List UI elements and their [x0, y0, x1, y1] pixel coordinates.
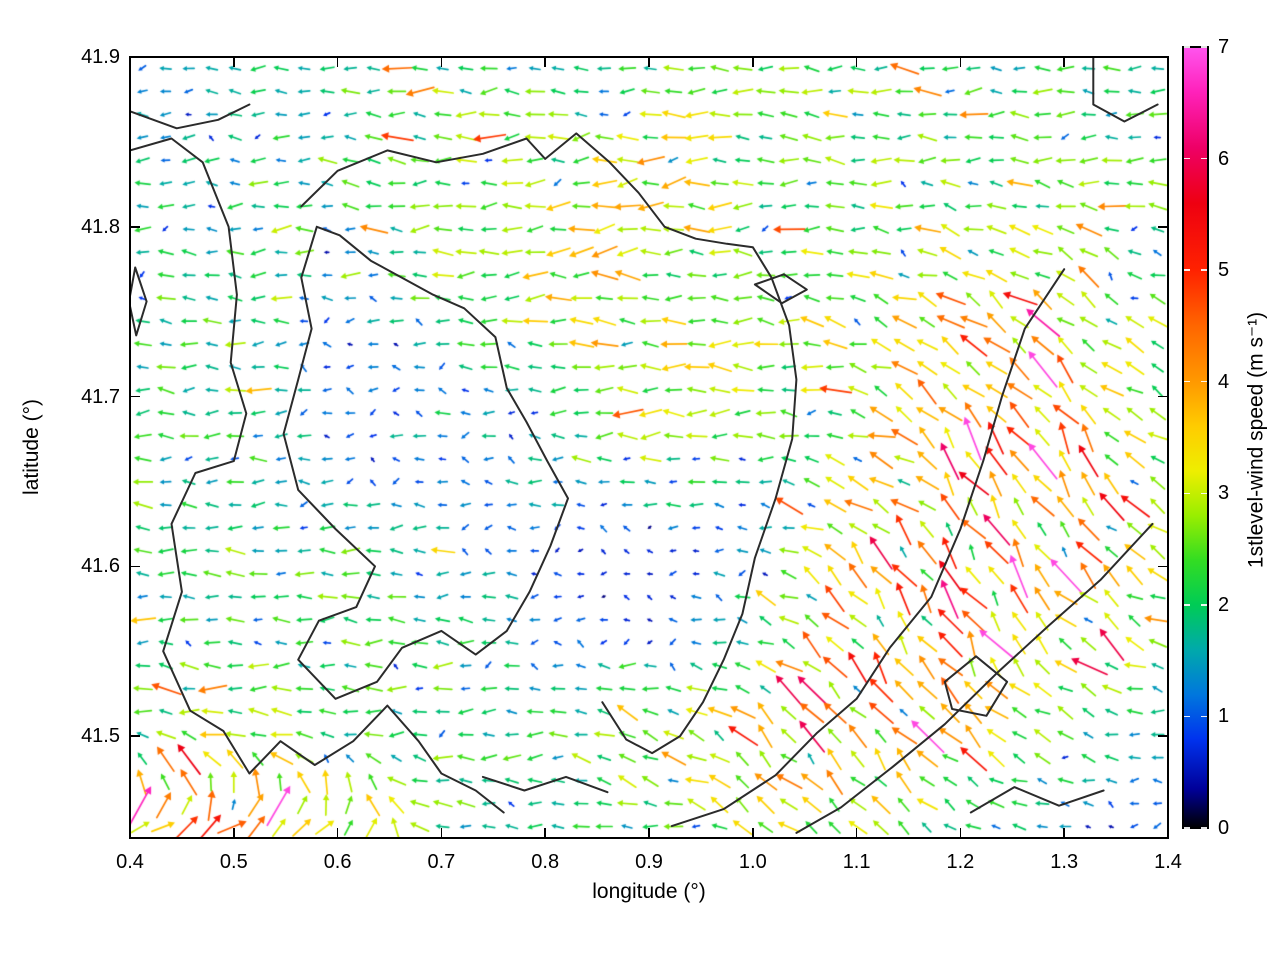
y-tick: [131, 395, 140, 398]
x-tick-mirror: [959, 58, 962, 67]
cb-tick: [1184, 715, 1190, 718]
x-tick-label: 0.5: [219, 851, 248, 873]
colorbar-tick-label: 0: [1218, 817, 1230, 839]
colorbar-tick-label: 1: [1218, 705, 1230, 728]
cb-tick: [1184, 157, 1190, 160]
x-tick-label: 0.6: [323, 851, 352, 873]
x-tick-mirror: [648, 58, 650, 67]
x-tick-mirror: [129, 58, 131, 67]
cb-tick: [1201, 604, 1207, 606]
x-tick: [855, 828, 858, 837]
cb-tick: [1184, 604, 1190, 606]
x-tick-label: 0.4: [116, 851, 144, 873]
y-tick-label: 41.5: [81, 725, 120, 748]
x-tick-mirror: [233, 58, 235, 67]
y-tick-mirror: [1158, 226, 1167, 228]
cb-tick: [1201, 46, 1207, 48]
colorbar-tick-label: 4: [1218, 370, 1230, 393]
cb-tick: [1184, 827, 1190, 829]
x-tick-mirror: [1063, 58, 1065, 67]
x-tick: [544, 828, 546, 837]
y-tick: [131, 565, 140, 568]
x-tick: [1167, 828, 1169, 837]
cb-tick: [1201, 827, 1207, 829]
y-tick: [131, 56, 140, 58]
cb-tick: [1184, 380, 1190, 383]
colorbar-tick-label: 3: [1218, 482, 1230, 505]
y-tick-label: 41.8: [81, 215, 120, 238]
y-tick-mirror: [1158, 565, 1167, 568]
y-tick: [131, 735, 140, 737]
quiver-field-canvas: [130, 57, 1168, 838]
x-tick-label: 0.7: [427, 851, 456, 873]
y-tick-label: 41.9: [81, 46, 120, 68]
x-tick-mirror: [752, 58, 754, 67]
x-tick-label: 0.9: [635, 851, 663, 873]
y-tick: [131, 226, 140, 228]
x-tick-mirror: [440, 58, 443, 67]
y-tick-mirror: [1158, 395, 1167, 398]
y-tick-label: 41.7: [81, 385, 120, 408]
x-tick: [129, 828, 131, 837]
colorbar-tick-label: 5: [1218, 259, 1230, 282]
colorbar-tick-label: 7: [1218, 36, 1230, 58]
x-tick-label: 1.4: [1154, 851, 1182, 873]
x-tick: [752, 828, 754, 837]
colorbar-label: 1stlevel-wind speed (m s⁻¹): [1244, 311, 1268, 569]
x-tick: [648, 828, 650, 837]
x-tick: [336, 828, 339, 837]
colorbar-gradient: [1183, 47, 1208, 828]
x-tick-label: 0.8: [531, 851, 560, 873]
cb-tick: [1201, 380, 1207, 383]
x-tick-label: 1.3: [1050, 851, 1079, 873]
cb-tick: [1184, 269, 1190, 271]
x-tick-mirror: [1167, 58, 1169, 67]
x-tick: [959, 828, 962, 837]
colorbar-tick-label: 2: [1218, 593, 1230, 616]
x-axis-label: longitude (°): [592, 880, 706, 903]
x-tick-label: 1.2: [946, 851, 975, 873]
x-tick-mirror: [336, 58, 339, 67]
y-axis-label: latitude (°): [20, 399, 43, 495]
x-tick-mirror: [855, 58, 858, 67]
y-tick-mirror: [1158, 735, 1167, 737]
x-tick: [233, 828, 235, 837]
x-tick: [440, 828, 443, 837]
y-tick-mirror: [1158, 56, 1167, 58]
x-tick-label: 1.1: [842, 851, 871, 873]
cb-tick: [1201, 157, 1207, 160]
cb-tick: [1184, 492, 1190, 495]
x-tick-mirror: [544, 58, 546, 67]
cb-tick: [1201, 715, 1207, 718]
x-tick-label: 1.0: [738, 851, 767, 873]
colorbar-tick-label: 6: [1218, 147, 1230, 170]
y-tick-label: 41.6: [81, 555, 120, 578]
cb-tick: [1184, 46, 1190, 48]
cb-tick: [1201, 269, 1207, 271]
cb-tick: [1201, 492, 1207, 495]
x-tick: [1063, 828, 1065, 837]
